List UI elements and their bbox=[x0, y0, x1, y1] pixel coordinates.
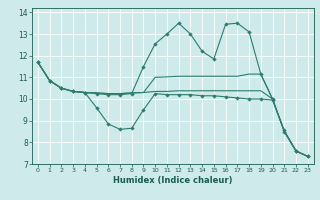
X-axis label: Humidex (Indice chaleur): Humidex (Indice chaleur) bbox=[113, 176, 233, 185]
